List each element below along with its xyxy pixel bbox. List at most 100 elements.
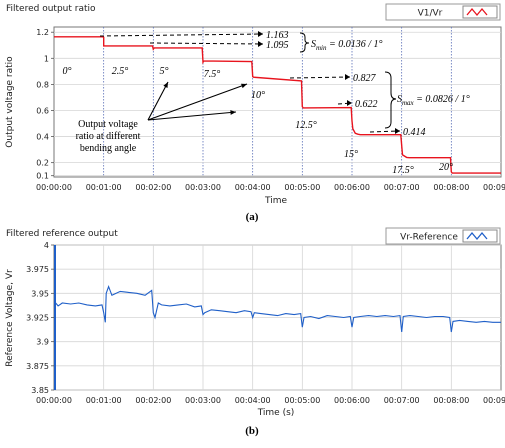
panel-a-smin-value: = 0.0136 / 1°	[327, 39, 383, 50]
panel-a-note-arrowhead	[230, 110, 236, 115]
panel-a-angle-label: 10°	[251, 90, 265, 101]
panel-a-arrowhead	[258, 31, 263, 37]
panel-b-xlabel: Time (s)	[257, 408, 295, 418]
panel-a-x-tick-label: 00:01:00	[86, 183, 122, 192]
panel-a-ylabel: Output voltage ratio	[5, 56, 15, 148]
panel-a-note-line: bending angle	[80, 143, 137, 154]
panel-b-series	[54, 245, 501, 390]
panel-b-x-tick-label: 00:00:00	[36, 396, 72, 405]
panel-a-y-tick-label: 0.2	[36, 159, 49, 168]
panel-a-note-arrow	[147, 83, 248, 121]
panel-b-x-tick-label: 00:04:00	[235, 396, 271, 405]
panel-a-x-tick-label: 00:09:00	[483, 183, 505, 192]
panel-a-note-line: Output voltage	[78, 119, 138, 130]
panel-a-note-line: ratio at different	[76, 131, 141, 142]
panel-a-xlabel: Time	[264, 196, 287, 206]
panel-b-x-tick-label: 00:06:00	[334, 396, 370, 405]
panel-a-value-arrow	[149, 42, 264, 45]
panel-a-series	[54, 36, 501, 174]
panel-a-y-tick-label: 0.8	[36, 80, 49, 89]
panel-a-x-tick-label: 00:06:00	[334, 183, 370, 192]
panel-a-y-tick-label: 0.1	[36, 172, 49, 181]
panel-a-smax-value: = 0.0826 / 1°	[414, 94, 470, 105]
panel-b-y-tick-label: 3.925	[26, 314, 49, 323]
panel-b-ticks: 00:00:00 00:01:00 00:02:00 00:03:00 00:04:00…	[26, 241, 505, 405]
panel-a-smax-label: Smax = 0.0826 / 1°	[397, 94, 470, 107]
panel-b-legend-label: Vr-Reference	[400, 233, 458, 243]
panel-a-note-arrow	[147, 81, 169, 121]
panel-a-angle-label: 0°	[63, 66, 72, 77]
panel-a-caption: (a)	[246, 211, 259, 223]
panel-a-value-arrow	[369, 130, 401, 133]
panel-a-smax-subscript: max	[402, 99, 415, 107]
panel-a-note-arrow	[147, 111, 237, 121]
panel-b-x-tick-label: 00:02:00	[135, 396, 171, 405]
panel-a-value-label: 0.622	[355, 99, 378, 110]
panel-a-value-arrow	[337, 102, 353, 105]
panel-a-smin-brace	[299, 32, 310, 53]
panel-b-series-line	[54, 285, 501, 333]
panel-a-title: Filtered output ratio	[6, 4, 96, 14]
panel-a-ticks: 00:00:00 00:01:00 00:02:00 00:03:00 00:04:00…	[36, 28, 505, 192]
panel-a-arrowhead	[258, 41, 263, 47]
panel-a-smin-label: Smin = 0.0136 / 1°	[311, 39, 383, 52]
panel-a-angle-label: 5°	[160, 66, 169, 77]
panel-b-caption: (b)	[245, 425, 259, 437]
panel-b-y-tick-label: 3.875	[26, 362, 49, 371]
panel-a-arrowhead	[345, 74, 350, 80]
panel-a-x-tick-label: 00:00:00	[36, 183, 72, 192]
panel-a-angle-label: 20°	[439, 162, 453, 173]
panel-a-annotations: 0° 2.5° 5° 7.5° 10° 12.5° 15° 17.5° 20° 1.1631.09…	[63, 30, 470, 176]
panel-b-x-tick-label: 00:05:00	[284, 396, 320, 405]
panel-a-x-tick-label: 00:04:00	[235, 183, 271, 192]
panel-a-x-tick-label: 00:07:00	[384, 183, 420, 192]
panel-a-smax-brace	[384, 71, 397, 129]
panel-b-y-tick-label: 3.85	[31, 386, 49, 395]
panel-a-smin-symbol: S	[311, 39, 316, 50]
panel-a-legend-label: V1/Vr	[418, 9, 443, 19]
panel-a-note-arrowhead	[241, 83, 247, 89]
panel-b-x-tick-label: 00:01:00	[86, 396, 122, 405]
panel-a-x-tick-label: 00:03:00	[185, 183, 221, 192]
panel-a-legend-line-icon	[466, 7, 488, 17]
panel-b-x-tick-label: 00:07:00	[384, 396, 420, 405]
panel-a-arrowhead	[347, 100, 352, 106]
panel-a-value-arrow	[289, 76, 351, 79]
panel-a-note-arrowhead	[163, 82, 168, 88]
panel-a-angle-label: 12.5°	[295, 120, 317, 131]
panel-a-smax-symbol: S	[397, 94, 402, 105]
panel-a-angle-label: 7.5°	[204, 69, 221, 80]
panel-a-value-label: 0.827	[353, 73, 377, 84]
panel-b-x-tick-label: 00:08:00	[433, 396, 469, 405]
panel-b-legend-line-icon	[466, 231, 488, 241]
panel-b-y-tick-label: 3.9	[36, 338, 49, 347]
panel-b-title: Filtered reference output	[6, 229, 118, 239]
panel-a: Filtered output ratio V1/Vr 0° 2.5° 5° 7.5°…	[5, 3, 505, 223]
panel-a-y-tick-label: 0.6	[36, 106, 49, 115]
panel-b-x-tick-label: 00:03:00	[185, 396, 221, 405]
panel-a-plot-area	[53, 26, 502, 178]
panel-b-y-tick-label: 3.95	[31, 289, 49, 298]
panel-a-angle-label: 17.5°	[392, 165, 414, 176]
panel-a-angle-label: 15°	[344, 149, 358, 160]
panel-a-smin-subscript: min	[316, 44, 327, 52]
panel-b-y-tick-label: 3.975	[26, 265, 49, 274]
panel-a-y-tick-label: 1	[44, 54, 49, 63]
panel-b-grid	[54, 244, 501, 391]
panel-a-x-tick-label: 00:02:00	[135, 183, 171, 192]
panel-a-arrowhead	[395, 128, 400, 134]
panel-a-y-tick-label: 1.2	[36, 28, 49, 37]
panel-a-value-label: 1.163	[266, 30, 289, 41]
panel-a-value-label: 1.095	[266, 40, 289, 51]
panel-b: Filtered reference output Vr-Reference 0…	[5, 227, 505, 437]
panel-a-y-tick-label: 0.4	[36, 133, 49, 142]
panel-a-grid	[54, 27, 501, 177]
panel-b-ylabel: Reference Voltage, Vr	[5, 269, 15, 367]
panel-a-series-line	[54, 36, 501, 174]
panel-a-x-tick-label: 00:08:00	[433, 183, 469, 192]
panel-a-angle-label: 2.5°	[112, 66, 129, 77]
panel-b-y-tick-label: 4	[44, 241, 49, 250]
panel-b-x-tick-label: 00:09:00	[483, 396, 505, 405]
panel-a-value-label: 0.414	[403, 127, 426, 138]
